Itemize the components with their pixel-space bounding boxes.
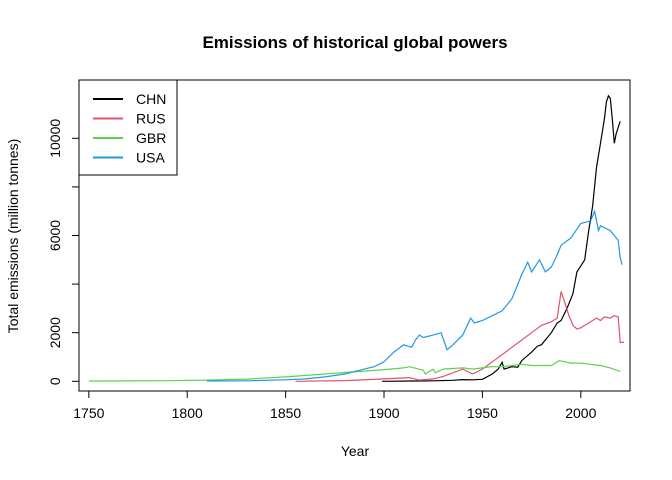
- series-line-rus: [295, 291, 625, 382]
- x-tick-label: 1900: [368, 405, 399, 421]
- chart-title: Emissions of historical global powers: [202, 33, 507, 52]
- series-line-usa: [206, 209, 623, 382]
- y-axis: 0 2000 6000 10000: [47, 119, 80, 385]
- legend-label-usa: USA: [136, 150, 165, 166]
- x-axis-label: Year: [341, 443, 370, 459]
- y-tick-label: 6000: [47, 220, 63, 251]
- series-line-gbr: [88, 359, 621, 382]
- series-layer: [88, 94, 625, 382]
- y-axis-label: Total emissions (million tonnes): [5, 139, 21, 334]
- y-tick-label: 10000: [47, 119, 63, 158]
- legend-label-gbr: GBR: [136, 130, 166, 146]
- legend-label-rus: RUS: [136, 111, 166, 127]
- x-tick-label: 1850: [270, 405, 301, 421]
- legend: CHN RUS GBR USA: [78, 79, 178, 176]
- y-tick-label: 0: [47, 377, 63, 385]
- legend-label-chn: CHN: [136, 91, 166, 107]
- x-tick-label: 1950: [467, 405, 498, 421]
- x-tick-label: 1800: [172, 405, 203, 421]
- series-line-chn: [382, 94, 621, 382]
- x-tick-label: 1750: [73, 405, 104, 421]
- x-tick-label: 2000: [565, 405, 596, 421]
- x-axis: 1750 1800 1850 1900 1950 2000: [73, 390, 597, 421]
- y-tick-label: 2000: [47, 317, 63, 348]
- legend-box: [78, 79, 178, 176]
